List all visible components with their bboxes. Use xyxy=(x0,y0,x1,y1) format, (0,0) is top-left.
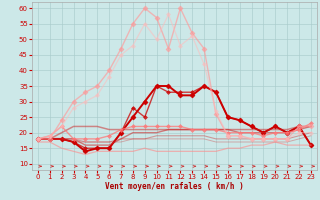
X-axis label: Vent moyen/en rafales ( km/h ): Vent moyen/en rafales ( km/h ) xyxy=(105,182,244,191)
